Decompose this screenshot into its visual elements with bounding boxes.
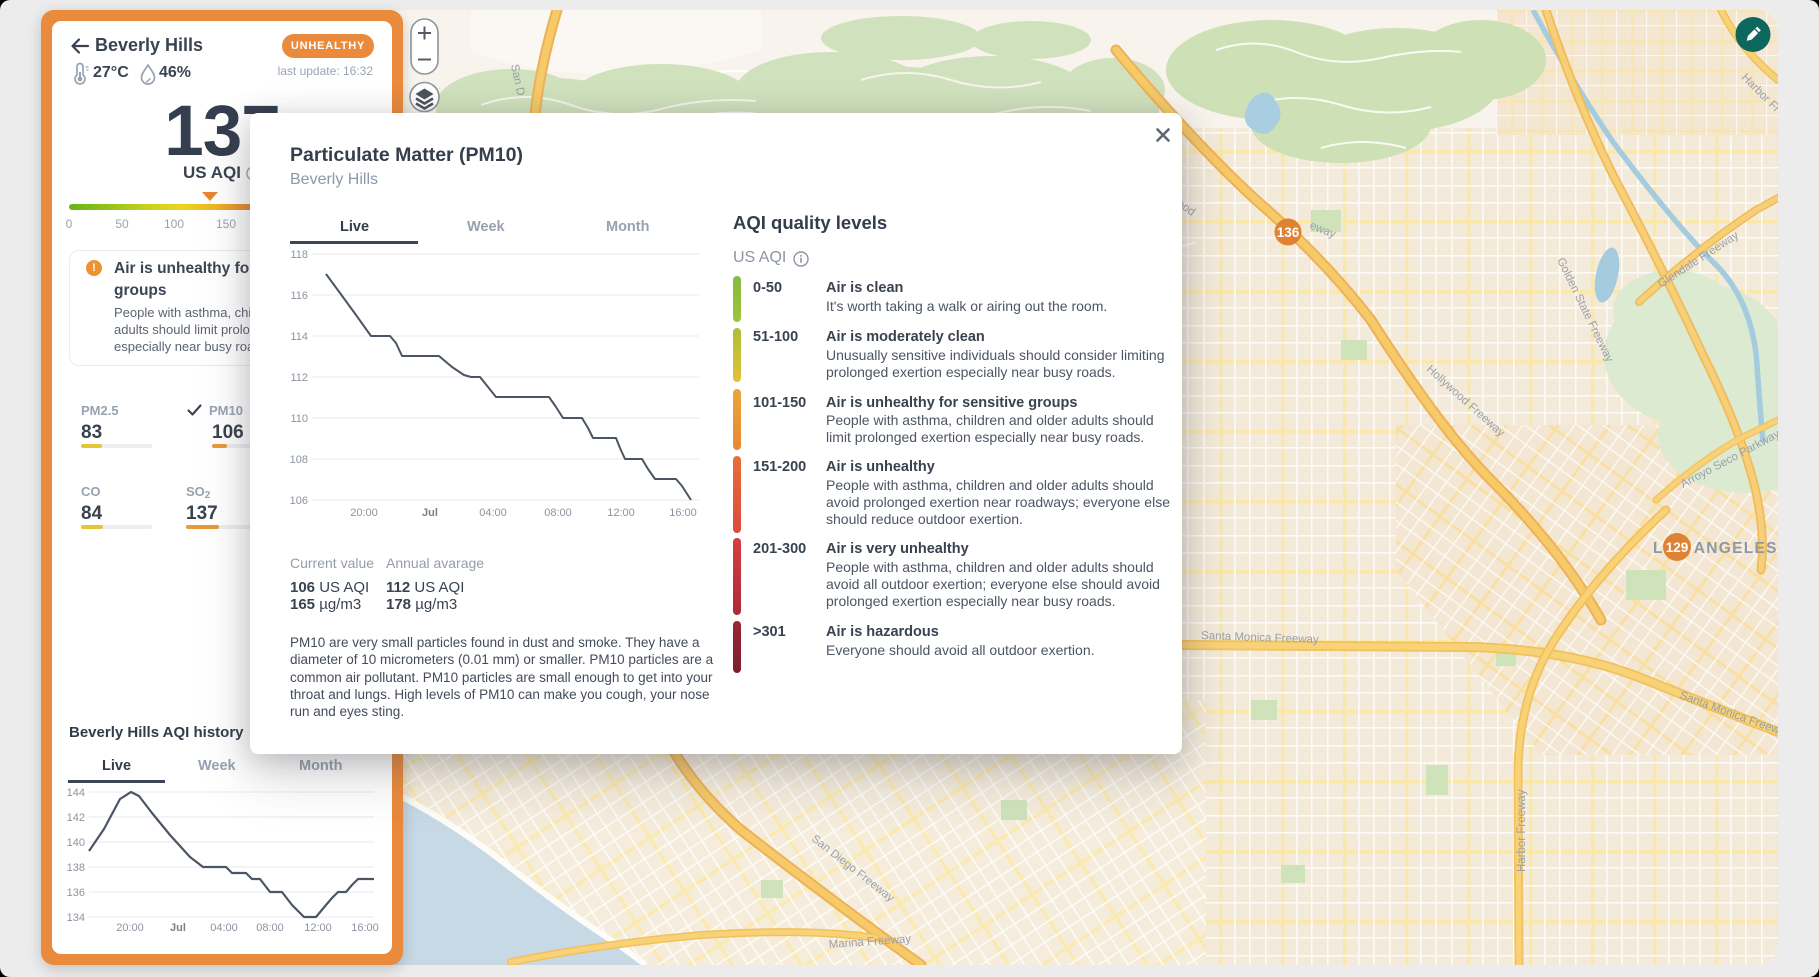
- svg-text:129: 129: [1666, 540, 1689, 555]
- svg-text:16:00: 16:00: [669, 507, 697, 519]
- svg-text:118: 118: [290, 249, 308, 261]
- svg-text:110: 110: [290, 413, 308, 425]
- svg-text:20:00: 20:00: [116, 922, 144, 934]
- svg-text:142: 142: [67, 812, 85, 824]
- svg-text:08:00: 08:00: [256, 922, 284, 934]
- svg-text:144: 144: [67, 787, 85, 799]
- svg-text:Harbor Freeway: Harbor Freeway: [1516, 789, 1528, 872]
- svg-text:108: 108: [290, 454, 308, 466]
- svg-text:Jul: Jul: [422, 507, 438, 519]
- svg-text:12:00: 12:00: [607, 507, 635, 519]
- svg-text:112: 112: [290, 372, 308, 384]
- svg-text:106: 106: [290, 495, 308, 507]
- svg-text:138: 138: [67, 862, 85, 874]
- svg-text:Jul: Jul: [170, 922, 186, 934]
- svg-text:16:00: 16:00: [351, 922, 379, 934]
- svg-text:136: 136: [1277, 225, 1300, 240]
- svg-text:134: 134: [67, 912, 85, 924]
- svg-text:20:00: 20:00: [350, 507, 378, 519]
- svg-text:12:00: 12:00: [304, 922, 332, 934]
- svg-text:Santa Monica Freeway: Santa Monica Freeway: [1201, 630, 1319, 646]
- svg-text:04:00: 04:00: [479, 507, 507, 519]
- svg-text:116: 116: [290, 290, 308, 302]
- svg-text:114: 114: [290, 331, 308, 343]
- svg-text:Marina Freeway: Marina Freeway: [828, 933, 911, 951]
- svg-text:136: 136: [67, 887, 85, 899]
- svg-text:140: 140: [67, 837, 85, 849]
- svg-text:08:00: 08:00: [544, 507, 572, 519]
- svg-text:04:00: 04:00: [210, 922, 238, 934]
